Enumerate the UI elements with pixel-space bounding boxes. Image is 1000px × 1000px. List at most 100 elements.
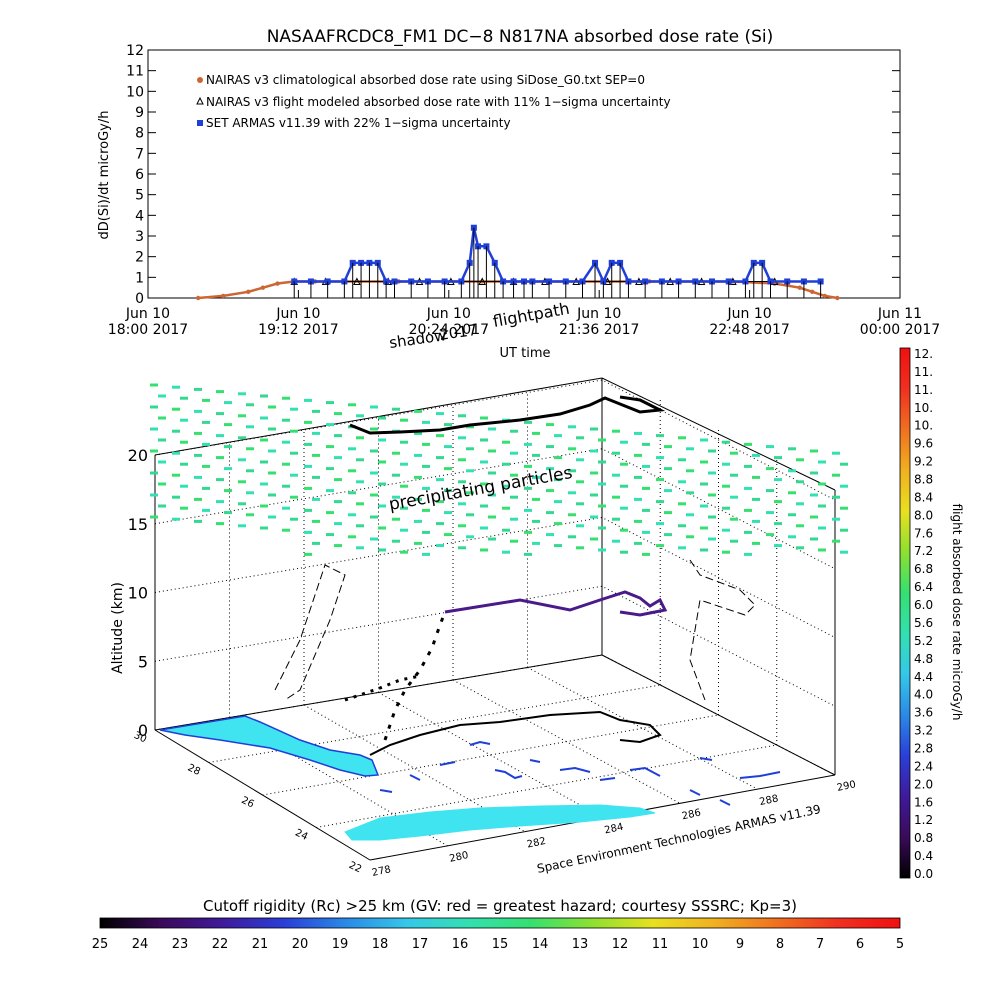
rigidity-tick-label: 5 xyxy=(896,937,904,952)
y-tick-label: 8 xyxy=(135,126,144,142)
flight-dashed-projection-left xyxy=(274,564,346,701)
legend-entry-armas: SET ARMAS v11.39 with 22% 1−sigma uncert… xyxy=(206,116,511,130)
series-armas xyxy=(291,224,824,298)
dose-tick-label: 9.6 xyxy=(914,437,933,451)
island-outline xyxy=(379,789,393,793)
dose-tick-label: 8.4 xyxy=(914,490,933,504)
y-tick-label: 2 xyxy=(135,250,144,266)
data-point xyxy=(353,277,361,285)
x-tick-label-date: Jun 10 xyxy=(576,306,621,322)
precipitating-particles-field xyxy=(150,383,848,556)
latitude-tick-label: 26 xyxy=(239,795,255,810)
island-outline xyxy=(529,759,541,763)
dose-tick-label: 9.2 xyxy=(914,455,933,469)
data-point xyxy=(275,281,280,286)
rigidity-tick-label: 20 xyxy=(292,937,309,952)
rigidity-tick-label: 22 xyxy=(212,937,229,952)
island-outline xyxy=(494,769,523,780)
dose-tick-label: 4.0 xyxy=(914,688,933,702)
altitude-grid-line xyxy=(154,654,836,776)
island-outline xyxy=(599,777,616,781)
rigidity-tick-label: 12 xyxy=(612,937,629,952)
cuba-landmass xyxy=(344,804,656,841)
rigidity-tick-label: 9 xyxy=(736,937,744,952)
y-axis-label: dD(Si)/dt microGy/h xyxy=(97,111,112,240)
rigidity-tick-label: 15 xyxy=(492,937,509,952)
x-tick-label-date: Jun 10 xyxy=(426,306,471,322)
altitude-tick-label: 10 xyxy=(128,584,148,603)
latitude-tick-group: 30 28 26 24 22 xyxy=(132,730,363,875)
altitude-tick-label: 0 xyxy=(138,721,148,740)
flight-path-left-rise xyxy=(344,674,421,702)
dose-tick-label: 11. xyxy=(914,383,933,397)
island-outline xyxy=(629,766,661,777)
flight-dashed-projection-right xyxy=(689,559,756,701)
rigidity-colorbar-ticks: 25 24 23 22 21 20 19 18 17 16 15 14 13 12 11 10 9 8 7 6 5 xyxy=(92,937,904,952)
longitude-tick-label: 282 xyxy=(526,836,547,851)
longitude-tick-label: 288 xyxy=(758,793,779,808)
y-tick-label: 3 xyxy=(135,229,144,245)
y-tick-label: 7 xyxy=(135,146,144,162)
y-tick-label: 1 xyxy=(135,270,144,286)
plot-frame xyxy=(147,49,901,299)
data-point xyxy=(810,289,815,294)
dose-tick-label: 1.2 xyxy=(914,813,933,827)
x-tick-label-date: Jun 11 xyxy=(877,306,922,322)
island-outline xyxy=(689,789,701,796)
y-tick-label: 0 xyxy=(135,291,144,307)
dose-tick-label: 10. xyxy=(914,419,933,433)
dose-tick-label: 7.2 xyxy=(914,544,933,558)
data-point xyxy=(195,295,201,301)
x-tick-label-time: 00:00 2017 xyxy=(860,322,940,338)
rigidity-tick-label: 10 xyxy=(692,937,709,952)
legend-marker-climatological xyxy=(197,77,203,83)
rigidity-tick-label: 25 xyxy=(92,937,109,952)
data-point xyxy=(246,289,251,294)
dose-colorbar-ticks: 12. 11. 11. 10. 10. 9.6 9.2 8.8 8.4 8.0 7.6 7.2 6.8 6… xyxy=(914,347,933,881)
dose-tick-label: 3.6 xyxy=(914,706,933,720)
rigidity-tick-label: 8 xyxy=(776,937,784,952)
rigidity-tick-label: 11 xyxy=(652,937,669,952)
x-tick-label-date: Jun 10 xyxy=(727,306,772,322)
dose-tick-label: 7.6 xyxy=(914,526,933,540)
dose-colorbar-label: flight absorbed dose rate microGy/h xyxy=(950,504,964,721)
altitude-grid-line xyxy=(154,516,836,638)
altitude-tick-label: 5 xyxy=(138,652,148,671)
x-tick-label-time: 18:00 2017 xyxy=(108,322,188,338)
y-tick-label: 6 xyxy=(135,167,144,183)
altitude-tick-label: 20 xyxy=(128,446,148,465)
latitude-tick-label: 30 xyxy=(132,730,148,745)
latitude-tick-label: 28 xyxy=(186,763,202,778)
data-point xyxy=(221,293,226,299)
island-outline xyxy=(559,766,591,773)
dose-tick-label: 2.0 xyxy=(914,777,933,791)
flight-path-dashed-projection xyxy=(274,559,756,701)
y-tick-label: 9 xyxy=(135,105,144,121)
floor-grid-line xyxy=(527,667,758,790)
dose-tick-label: 2.4 xyxy=(914,759,933,773)
x-tick-label-date: Jun 10 xyxy=(125,306,170,322)
data-point xyxy=(835,295,840,301)
series-line xyxy=(294,227,821,285)
data-point xyxy=(822,293,827,299)
rigidity-tick-label: 23 xyxy=(172,937,189,952)
rigidity-tick-label: 19 xyxy=(332,937,349,952)
rigidity-tick-label: 16 xyxy=(452,937,469,952)
longitude-tick-label: 290 xyxy=(836,779,857,794)
dose-tick-label: 0.0 xyxy=(914,867,933,881)
figure-title: NASAAFRCDC8_FM1 DC−8 N817NA absorbed dos… xyxy=(267,27,774,47)
altitude-grid-line xyxy=(154,448,836,570)
rigidity-tick-label: 17 xyxy=(412,937,429,952)
dose-tick-label: 10. xyxy=(914,401,933,415)
florida-landmass xyxy=(159,715,380,777)
flight-path-shadow-top xyxy=(349,395,666,435)
rigidity-colorbar: Cutoff rigidity (Rc) >25 km (GV: red = g… xyxy=(92,897,904,952)
flight-shadow-floor xyxy=(369,710,662,756)
x-tick-label-time: 21:36 2017 xyxy=(559,322,639,338)
dose-colorbar: 12. 11. 11. 10. 10. 9.6 9.2 8.8 8.4 8.0 7.6 7.2 6.8 6… xyxy=(899,347,964,881)
y-tick-label: 4 xyxy=(135,208,144,224)
legend: NAIRAS v3 climatological absorbed dose r… xyxy=(196,73,671,130)
